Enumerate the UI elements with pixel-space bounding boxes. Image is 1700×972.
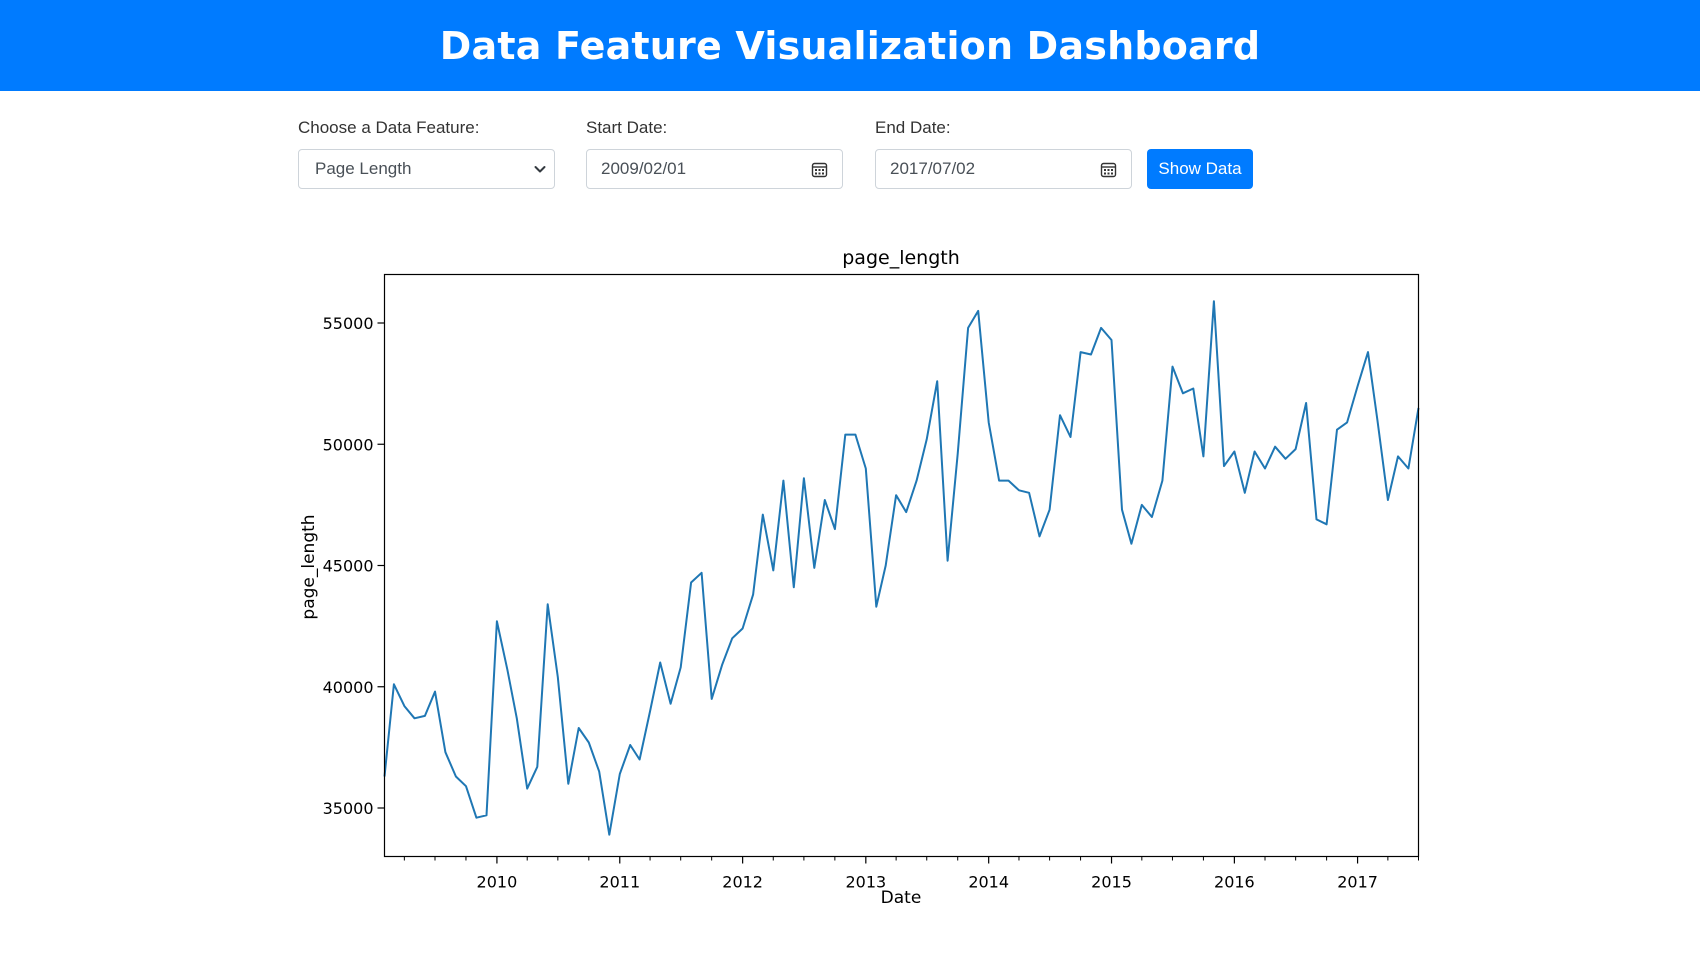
y-tick-label: 35000 bbox=[323, 799, 374, 818]
y-tick-label: 40000 bbox=[323, 678, 374, 697]
y-tick-label: 50000 bbox=[323, 435, 374, 454]
plot-frame bbox=[383, 273, 1420, 858]
feature-select-value: Page Length bbox=[315, 159, 412, 178]
end-date-value: 2017/07/02 bbox=[890, 159, 976, 178]
x-tick-label: 2013 bbox=[845, 873, 886, 892]
chevron-down-icon bbox=[534, 166, 546, 173]
start-date-input[interactable]: 2009/02/01 bbox=[586, 149, 843, 189]
x-tick-label: 2010 bbox=[477, 873, 518, 892]
calendar-icon[interactable] bbox=[1100, 161, 1117, 178]
x-tick-label: 2011 bbox=[599, 873, 640, 892]
x-axis-label: Date bbox=[881, 888, 922, 908]
feature-select[interactable]: Page Length bbox=[298, 149, 555, 189]
end-date-input[interactable]: 2017/07/02 bbox=[875, 149, 1132, 189]
end-date-label: End Date: bbox=[875, 118, 951, 137]
x-tick-label: 2015 bbox=[1091, 873, 1132, 892]
feature-label: Choose a Data Feature: bbox=[298, 118, 480, 137]
x-tick-label: 2012 bbox=[722, 873, 763, 892]
series-line bbox=[383, 300, 1420, 836]
y-tick-label: 55000 bbox=[323, 314, 374, 333]
page-title: Data Feature Visualization Dashboard bbox=[439, 23, 1261, 68]
start-date-value: 2009/02/01 bbox=[601, 159, 687, 178]
chart-title: page_length bbox=[842, 247, 960, 269]
start-date-label: Start Date: bbox=[586, 118, 668, 137]
y-tick-label: 45000 bbox=[323, 557, 374, 576]
x-tick-label: 2017 bbox=[1337, 873, 1378, 892]
dashboard-header: Data Feature Visualization Dashboard bbox=[0, 0, 1700, 91]
calendar-icon[interactable] bbox=[811, 161, 828, 178]
y-axis-label: page_length bbox=[299, 514, 319, 619]
x-tick-label: 2016 bbox=[1214, 873, 1255, 892]
show-data-button[interactable]: Show Data bbox=[1147, 149, 1253, 189]
x-tick-label: 2014 bbox=[968, 873, 1009, 892]
